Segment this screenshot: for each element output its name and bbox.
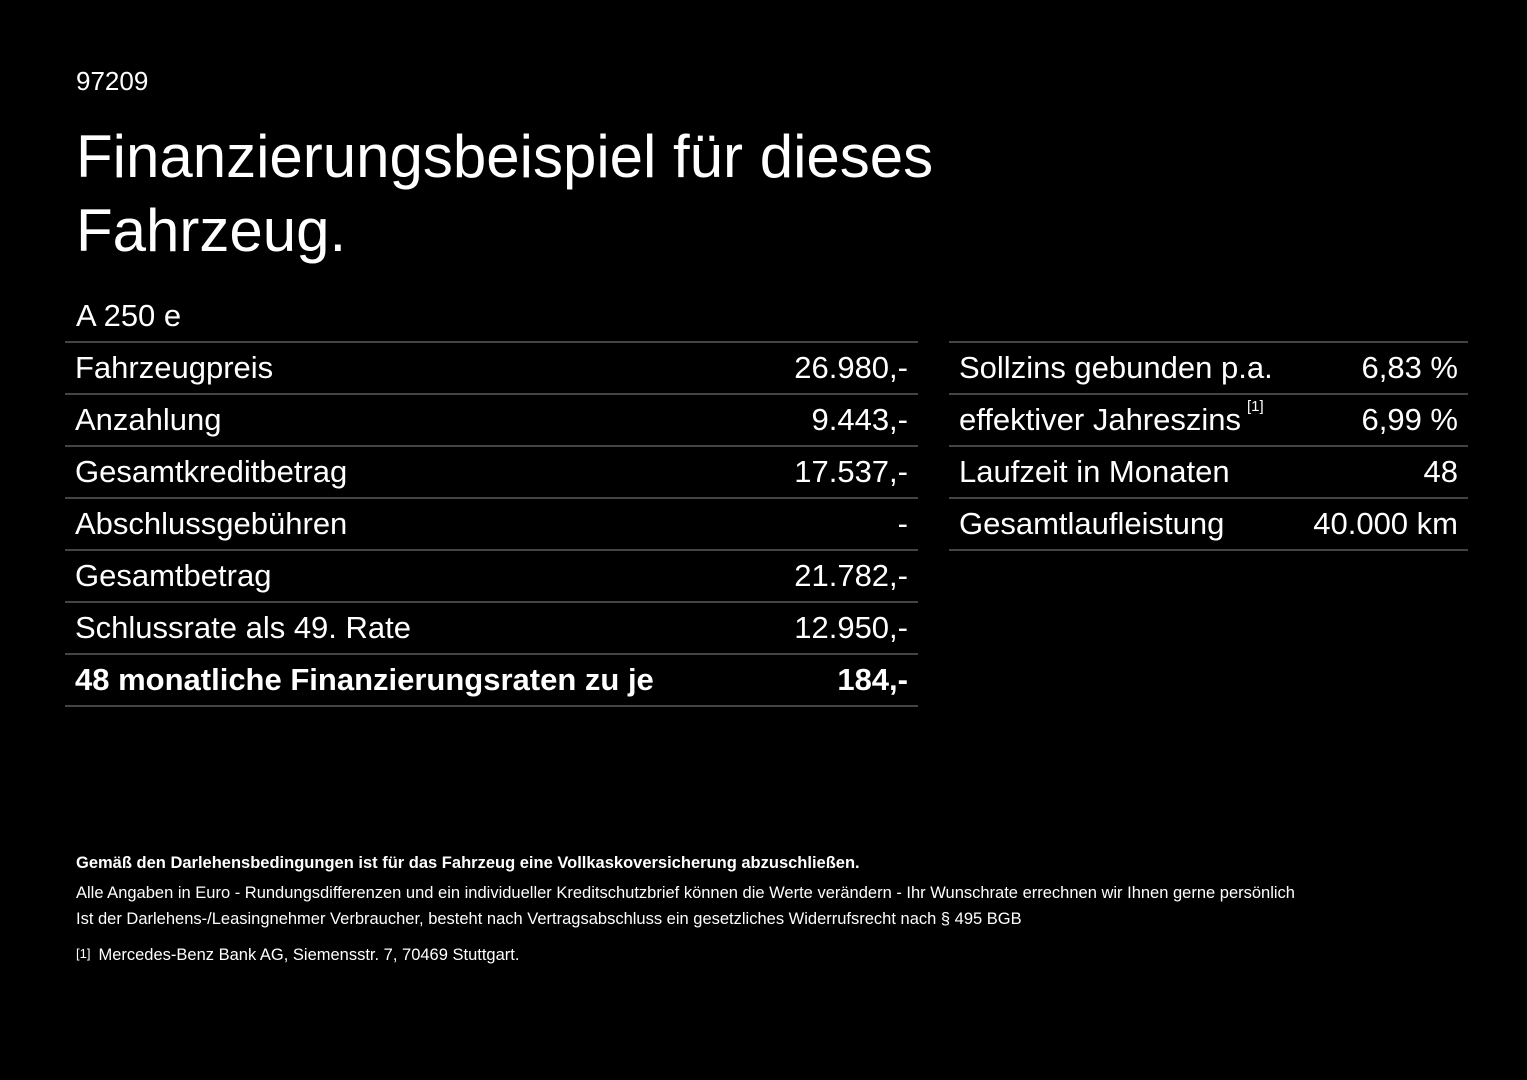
row-value: 40.000 km: [1313, 506, 1458, 541]
right-table: Sollzins gebunden p.a. 6,83 % effektiver J…: [949, 341, 1468, 551]
row-label: Laufzeit in Monaten: [959, 454, 1230, 490]
left-table: Fahrzeugpreis 26.980,- Anzahlung 9.443,- Ges…: [65, 341, 918, 707]
note: Alle Angaben in Euro - Rundungsdifferenz…: [76, 884, 1295, 902]
label-text: Fahrzeugpreis: [75, 350, 274, 385]
footnote-text: Mercedes-Benz Bank AG, Siemensstr. 7, 70…: [98, 946, 520, 964]
row-value: 26.980,-: [794, 350, 908, 385]
table-row: Laufzeit in Monaten 48: [949, 447, 1468, 499]
label-text: effektiver Jahreszins: [959, 402, 1241, 437]
label-text: Gesamtkreditbetrag: [75, 454, 348, 489]
row-label: Gesamtbetrag: [75, 558, 271, 594]
table-row: Sollzins gebunden p.a. 6,83 %: [949, 343, 1468, 395]
row-value: 184,-: [837, 662, 908, 697]
code: 97209: [76, 66, 149, 96]
row-label: Gesamtlaufleistung: [959, 506, 1224, 542]
label-text: Abschlussgebühren: [75, 506, 348, 541]
label-text: Sollzins gebunden p.a.: [959, 350, 1273, 385]
table-row: Anzahlung 9.443,-: [65, 395, 918, 447]
label-text: Gesamtbetrag: [75, 558, 272, 593]
label-text: Laufzeit in Monaten: [959, 454, 1230, 489]
note: Ist der Darlehens-/Leasingnehmer Verbrau…: [76, 910, 1022, 928]
row-label: 48 monatliche Finanzierungsraten zu je: [75, 662, 654, 698]
row-label: Gesamtkreditbetrag: [75, 454, 347, 490]
row-label: Sollzins gebunden p.a.: [959, 350, 1273, 386]
table-row: Schlussrate als 49. Rate 12.950,-: [65, 603, 918, 655]
label-text: Anzahlung: [75, 402, 222, 437]
row-value: 6,83 %: [1361, 350, 1458, 385]
row-value: 21.782,-: [794, 558, 908, 593]
label-text: 48 monatliche Finanzierungsraten zu je: [75, 662, 654, 697]
label-text: Gesamtlaufleistung: [959, 506, 1225, 541]
title-line: Fahrzeug.: [76, 197, 347, 264]
table-row: Fahrzeugpreis 26.980,-: [65, 343, 918, 395]
footnote-ref: [1]: [1247, 398, 1264, 415]
title-line: Finanzierungsbeispiel für dieses: [76, 123, 934, 190]
row-value: 12.950,-: [794, 610, 908, 645]
row-label: Abschlussgebühren: [75, 506, 347, 542]
row-value: -: [897, 506, 908, 541]
row-label: Schlussrate als 49. Rate: [75, 610, 411, 646]
label-text: Schlussrate als 49. Rate: [75, 610, 412, 645]
note-bold: Gemäß den Darlehensbedingungen ist für d…: [76, 854, 860, 872]
row-value: 48: [1423, 454, 1458, 489]
table-row: effektiver Jahreszins [1] 6,99 %: [949, 395, 1468, 447]
table-row: Abschlussgebühren -: [65, 499, 918, 551]
row-value: 6,99 %: [1361, 402, 1458, 437]
row-label: effektiver Jahreszins [1]: [959, 398, 1264, 438]
table-row: Gesamtkreditbetrag 17.537,-: [65, 447, 918, 499]
model: A 250 e: [76, 298, 182, 333]
footnote-mark: [1]: [76, 946, 91, 961]
table-row: Gesamtbetrag 21.782,-: [65, 551, 918, 603]
row-label: Fahrzeugpreis: [75, 350, 273, 386]
row-value: 17.537,-: [794, 454, 908, 489]
table-row: Gesamtlaufleistung 40.000 km: [949, 499, 1468, 551]
table-row: 48 monatliche Finanzierungsraten zu je 18…: [65, 655, 918, 707]
row-value: 9.443,-: [811, 402, 908, 437]
title: Finanzierungsbeispiel für dieses Fahrzeug…: [76, 120, 933, 268]
row-label: Anzahlung: [75, 402, 222, 438]
footnote: [1] Mercedes-Benz Bank AG, Siemensstr. 7,…: [76, 946, 519, 965]
